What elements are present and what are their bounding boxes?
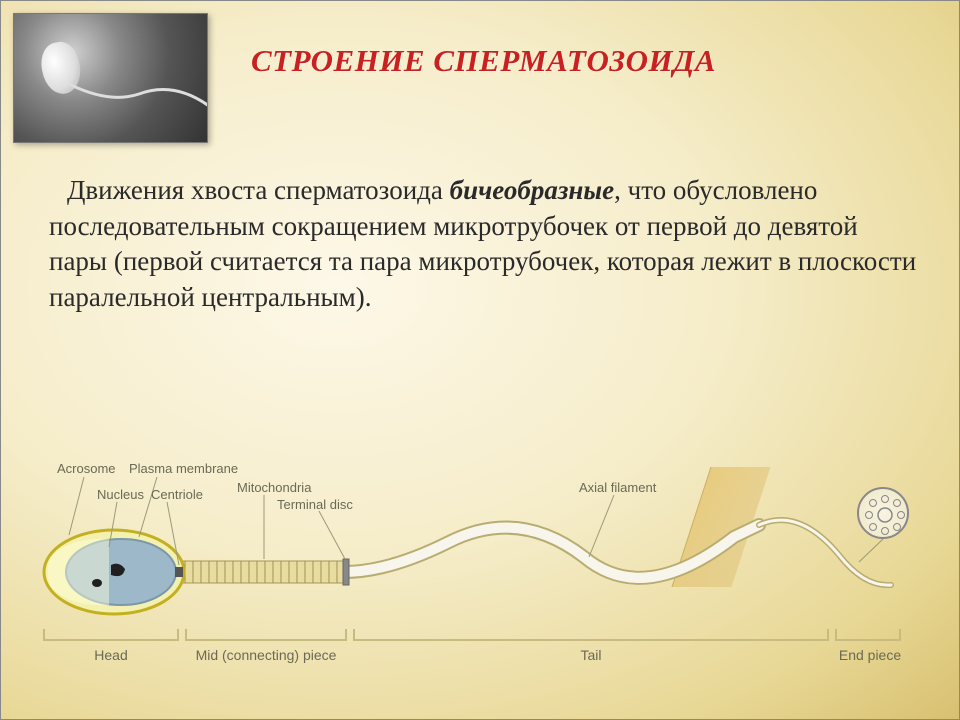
seg-end: End piece	[825, 647, 915, 663]
thumb-sperm-tail	[69, 84, 208, 143]
sperm-diagram: Acrosome Plasma membrane Nucleus Centrio…	[29, 447, 931, 697]
para-emph: бичеобразные	[450, 175, 615, 205]
seg-head: Head	[43, 647, 179, 663]
seg-tail: Tail	[353, 647, 829, 663]
para-lead: Движения хвоста сперматозоида	[67, 175, 450, 205]
label-mitochondria: Mitochondria	[237, 480, 311, 495]
label-centriole: Centriole	[151, 487, 203, 502]
label-acrosome: Acrosome	[57, 461, 116, 476]
seg-mid: Mid (connecting) piece	[175, 647, 357, 663]
label-nucleus: Nucleus	[97, 487, 144, 502]
thumbnail-image	[13, 13, 208, 143]
label-terminal-disc: Terminal disc	[277, 497, 353, 512]
label-axial-filament: Axial filament	[579, 480, 656, 495]
body-paragraph: Движения хвоста сперматозоида бичеобразн…	[49, 173, 919, 316]
label-plasma-membrane: Plasma membrane	[129, 461, 238, 476]
slide-title: СТРОЕНИЕ СПЕРМАТОЗОИДА	[251, 43, 929, 79]
